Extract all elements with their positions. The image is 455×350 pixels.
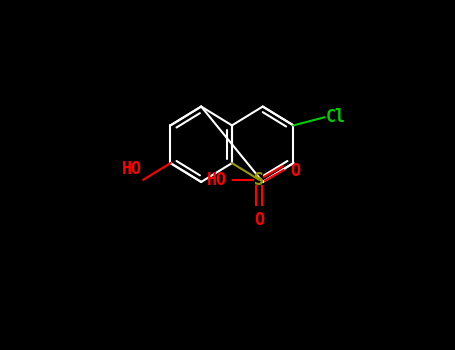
Text: S: S <box>254 171 264 189</box>
Text: Cl: Cl <box>326 108 346 126</box>
Text: HO: HO <box>121 160 142 178</box>
Text: HO: HO <box>207 171 228 189</box>
Text: O: O <box>290 162 300 180</box>
Text: O: O <box>254 211 264 230</box>
